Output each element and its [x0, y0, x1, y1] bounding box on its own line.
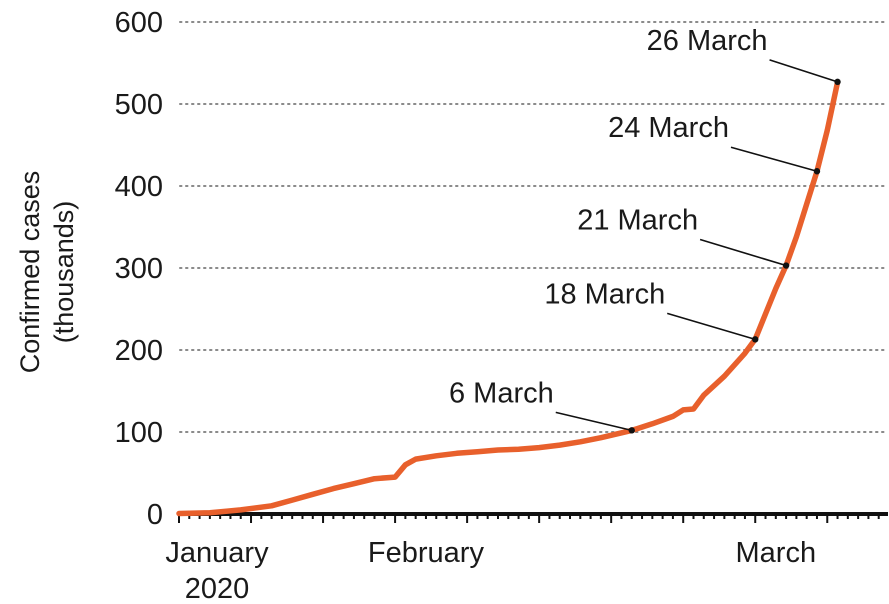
annotation-leader-line [769, 59, 838, 83]
annotation-4: 26 March [647, 25, 841, 86]
annotation-label: 24 March [608, 112, 729, 144]
annotation-dot [628, 427, 635, 434]
y-tick-label-0: 0 [147, 499, 163, 531]
annotation-leader-line [699, 238, 787, 267]
annotation-label: 26 March [647, 25, 768, 57]
x-tick-label-2: March [736, 537, 817, 569]
y-tick-label-600: 600 [115, 7, 163, 39]
annotation-label: 21 March [577, 205, 698, 237]
y-axis: 0 100 200 300 400 500 600 [115, 7, 163, 531]
annotation-label: 6 March [449, 377, 554, 409]
gridlines [179, 21, 889, 433]
annotation-dot [813, 168, 821, 175]
annotation-leader-line [555, 411, 632, 432]
annotations: 6 March 18 March 21 March 24 March 26 March [449, 25, 841, 434]
x-tick-label-1: February [368, 537, 485, 569]
annotation-1: 18 March [544, 278, 759, 343]
y-tick-label-200: 200 [115, 335, 163, 367]
series-layer [176, 79, 841, 517]
annotation-leader-line [667, 312, 756, 341]
annotation-3: 24 March [608, 112, 821, 175]
series-line-0 [176, 79, 841, 517]
y-tick-label-400: 400 [115, 171, 163, 203]
y-tick-label-500: 500 [115, 89, 163, 121]
x-axis: January 2020 February March [165, 512, 888, 604]
annotation-2: 21 March [577, 205, 790, 269]
annotation-0: 6 March [449, 377, 635, 434]
annotation-label: 18 March [544, 278, 665, 310]
annotation-dot [834, 78, 841, 86]
x-tick-label-0: January 2020 [165, 537, 269, 604]
annotation-leader-line [730, 146, 818, 173]
annotation-dot [752, 336, 759, 343]
annotation-dot [782, 262, 790, 269]
y-tick-label-100: 100 [115, 417, 163, 449]
y-tick-label-300: 300 [115, 253, 163, 285]
y-axis-title: Confirmed cases (thousands) [15, 171, 79, 374]
